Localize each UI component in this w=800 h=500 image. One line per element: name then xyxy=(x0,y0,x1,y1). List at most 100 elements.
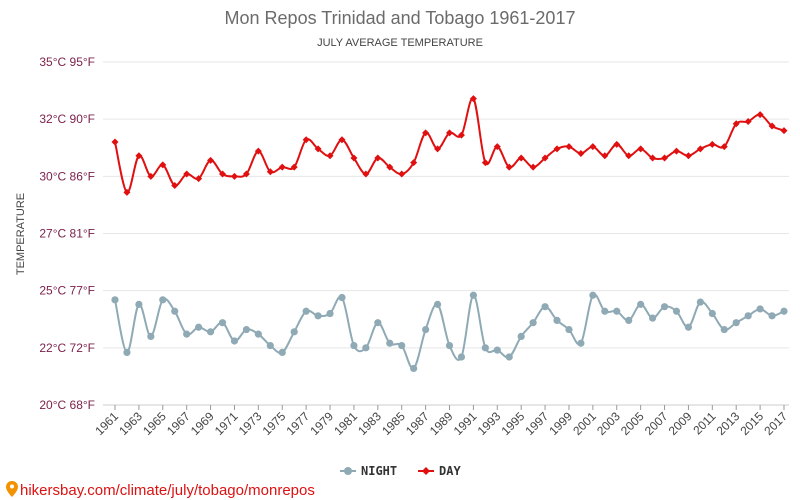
legend[interactable]: NIGHT DAY xyxy=(340,464,461,478)
data-point[interactable] xyxy=(768,122,776,130)
data-point[interactable] xyxy=(672,307,681,315)
data-point[interactable] xyxy=(553,316,561,324)
data-point[interactable] xyxy=(601,307,609,315)
data-point[interactable] xyxy=(505,163,513,171)
data-point[interactable] xyxy=(445,341,454,350)
data-point[interactable] xyxy=(649,154,657,162)
data-point[interactable] xyxy=(696,145,704,153)
data-point[interactable] xyxy=(434,145,442,153)
data-point[interactable] xyxy=(398,170,406,178)
data-point[interactable] xyxy=(410,159,418,167)
data-point[interactable] xyxy=(446,129,453,137)
data-point[interactable] xyxy=(661,154,669,162)
data-point[interactable] xyxy=(422,129,430,137)
data-point[interactable] xyxy=(613,140,621,148)
data-point[interactable] xyxy=(648,314,657,322)
data-point[interactable] xyxy=(744,117,752,125)
data-point[interactable] xyxy=(230,337,239,345)
data-point[interactable] xyxy=(780,127,788,135)
data-point[interactable] xyxy=(207,156,215,164)
data-point[interactable] xyxy=(374,319,382,327)
data-point[interactable] xyxy=(696,298,704,306)
data-point[interactable] xyxy=(756,305,764,313)
data-point[interactable] xyxy=(242,170,250,178)
data-point[interactable] xyxy=(147,172,155,180)
data-point[interactable] xyxy=(469,95,477,103)
data-point[interactable] xyxy=(314,145,322,153)
data-point[interactable] xyxy=(278,163,286,171)
data-point[interactable] xyxy=(386,339,394,347)
data-point[interactable] xyxy=(625,316,633,324)
data-point[interactable] xyxy=(672,147,680,155)
data-point[interactable] xyxy=(195,175,203,183)
data-point[interactable] xyxy=(613,307,621,315)
data-point[interactable] xyxy=(732,319,740,327)
data-point[interactable] xyxy=(338,293,346,302)
data-point[interactable] xyxy=(242,325,251,334)
watermark-link[interactable]: hikersbay.com/climate/july/tobago/monrep… xyxy=(20,482,315,499)
data-point[interactable] xyxy=(302,307,310,315)
data-point[interactable] xyxy=(625,152,633,160)
data-point[interactable] xyxy=(493,346,501,354)
data-point[interactable] xyxy=(290,163,298,171)
data-point[interactable] xyxy=(398,341,406,350)
data-point[interactable] xyxy=(684,152,692,160)
data-point[interactable] xyxy=(637,145,645,153)
data-point[interactable] xyxy=(529,163,537,171)
data-point[interactable] xyxy=(254,330,262,338)
data-point[interactable] xyxy=(553,145,561,153)
data-point[interactable] xyxy=(266,341,274,350)
data-point[interactable] xyxy=(780,307,788,315)
data-point[interactable] xyxy=(720,325,728,334)
data-point[interactable] xyxy=(601,152,609,160)
data-point[interactable] xyxy=(433,300,442,308)
data-point[interactable] xyxy=(111,296,119,304)
data-point[interactable] xyxy=(457,131,465,139)
data-point[interactable] xyxy=(589,291,597,299)
data-point[interactable] xyxy=(230,172,238,180)
data-point[interactable] xyxy=(135,152,143,160)
data-point[interactable] xyxy=(171,307,179,315)
data-point[interactable] xyxy=(517,332,525,340)
data-point[interactable] xyxy=(123,348,131,357)
data-point[interactable] xyxy=(756,111,764,119)
data-point[interactable] xyxy=(684,323,693,331)
data-point[interactable] xyxy=(302,136,310,144)
legend-item-day[interactable]: DAY xyxy=(418,464,461,478)
data-point[interactable] xyxy=(660,303,669,311)
data-point[interactable] xyxy=(565,143,573,151)
data-point[interactable] xyxy=(314,312,322,320)
data-point[interactable] xyxy=(326,152,334,160)
data-point[interactable] xyxy=(732,120,740,128)
data-point[interactable] xyxy=(183,170,191,178)
data-point[interactable] xyxy=(123,188,131,196)
data-point[interactable] xyxy=(708,140,716,148)
data-point[interactable] xyxy=(135,300,143,308)
data-point[interactable] xyxy=(111,138,119,146)
data-point[interactable] xyxy=(768,312,776,320)
data-point[interactable] xyxy=(541,154,549,162)
data-point[interactable] xyxy=(637,300,645,308)
data-point[interactable] xyxy=(219,170,227,178)
data-point[interactable] xyxy=(183,330,191,338)
data-point[interactable] xyxy=(218,319,227,327)
data-point[interactable] xyxy=(589,143,597,151)
data-point[interactable] xyxy=(254,147,262,155)
data-point[interactable] xyxy=(147,332,155,340)
data-point[interactable] xyxy=(481,344,489,352)
data-point[interactable] xyxy=(266,168,274,176)
data-point[interactable] xyxy=(529,319,537,327)
data-point[interactable] xyxy=(577,339,585,347)
data-point[interactable] xyxy=(278,348,286,357)
data-point[interactable] xyxy=(469,291,477,299)
data-point[interactable] xyxy=(362,344,370,352)
data-point[interactable] xyxy=(517,154,525,162)
data-point[interactable] xyxy=(505,353,513,361)
data-point[interactable] xyxy=(290,328,298,336)
watermark[interactable]: hikersbay.com/climate/july/tobago/monrep… xyxy=(6,481,315,499)
data-point[interactable] xyxy=(374,154,382,162)
data-point[interactable] xyxy=(457,353,466,361)
data-point[interactable] xyxy=(565,325,573,334)
legend-item-night[interactable]: NIGHT xyxy=(340,464,397,478)
data-point[interactable] xyxy=(386,163,394,171)
